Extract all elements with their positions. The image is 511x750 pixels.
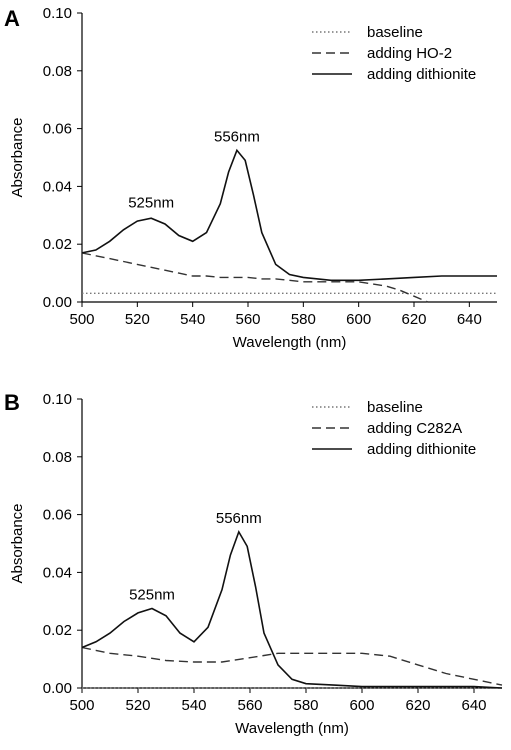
y-tick-label: 0.06 (43, 121, 72, 138)
legend-label: baseline (367, 24, 423, 41)
x-tick-label: 560 (235, 311, 260, 328)
x-tick-label: 640 (461, 697, 486, 714)
legend-label: adding C282A (367, 420, 462, 437)
x-tick-label: 620 (405, 697, 430, 714)
x-axis-title: Wavelength (nm) (235, 720, 349, 737)
x-axis-title: Wavelength (nm) (233, 334, 347, 351)
y-tick-label: 0.00 (43, 680, 72, 697)
x-tick-label: 580 (293, 697, 318, 714)
x-tick-label: 600 (346, 311, 371, 328)
legend-label: adding dithionite (367, 441, 476, 458)
y-tick-label: 0.02 (43, 622, 72, 639)
y-axis-title: Absorbance (9, 503, 26, 583)
legend-label: adding HO-2 (367, 45, 452, 62)
y-tick-label: 0.00 (43, 294, 72, 311)
x-tick-label: 500 (69, 311, 94, 328)
x-tick-label: 540 (181, 697, 206, 714)
x-tick-label: 640 (457, 311, 482, 328)
x-tick-label: 520 (125, 311, 150, 328)
panel-label: B (4, 390, 20, 415)
x-tick-label: 600 (349, 697, 374, 714)
chart-panel-a: A 500 520 540 560 580 600 620 640 0.00 0.02 0.04 0.0… (4, 5, 497, 351)
series-line-dashed (81, 646, 503, 686)
y-tick-label: 0.04 (43, 178, 72, 195)
legend-label: baseline (367, 399, 423, 416)
chart-panel-b: B 500 520 540 560 580 600 620 640 0.00 0.02 0.04 0.0… (4, 390, 503, 737)
x-tick-label: 520 (125, 697, 150, 714)
y-tick-label: 0.02 (43, 236, 72, 253)
y-axis-title: Absorbance (9, 117, 26, 197)
peak-annotation: 525nm (129, 587, 175, 604)
y-tick-label: 0.10 (43, 391, 72, 408)
legend-label: adding dithionite (367, 66, 476, 83)
x-tick-label: 540 (180, 311, 205, 328)
y-tick-label: 0.08 (43, 63, 72, 80)
y-tick-label: 0.10 (43, 5, 72, 22)
y-tick-label: 0.04 (43, 564, 72, 581)
series-line-solid (81, 530, 503, 689)
y-tick-label: 0.08 (43, 449, 72, 466)
peak-annotation: 556nm (214, 128, 260, 145)
panel-label: A (4, 6, 20, 31)
y-tick-label: 0.06 (43, 507, 72, 524)
x-tick-label: 620 (401, 311, 426, 328)
x-tick-label: 500 (69, 697, 94, 714)
series-line-solid (81, 148, 497, 282)
peak-annotation: 556nm (216, 510, 262, 527)
series-line-dashed (81, 252, 429, 303)
x-tick-label: 580 (291, 311, 316, 328)
peak-annotation: 525nm (128, 195, 174, 212)
x-tick-label: 560 (237, 697, 262, 714)
